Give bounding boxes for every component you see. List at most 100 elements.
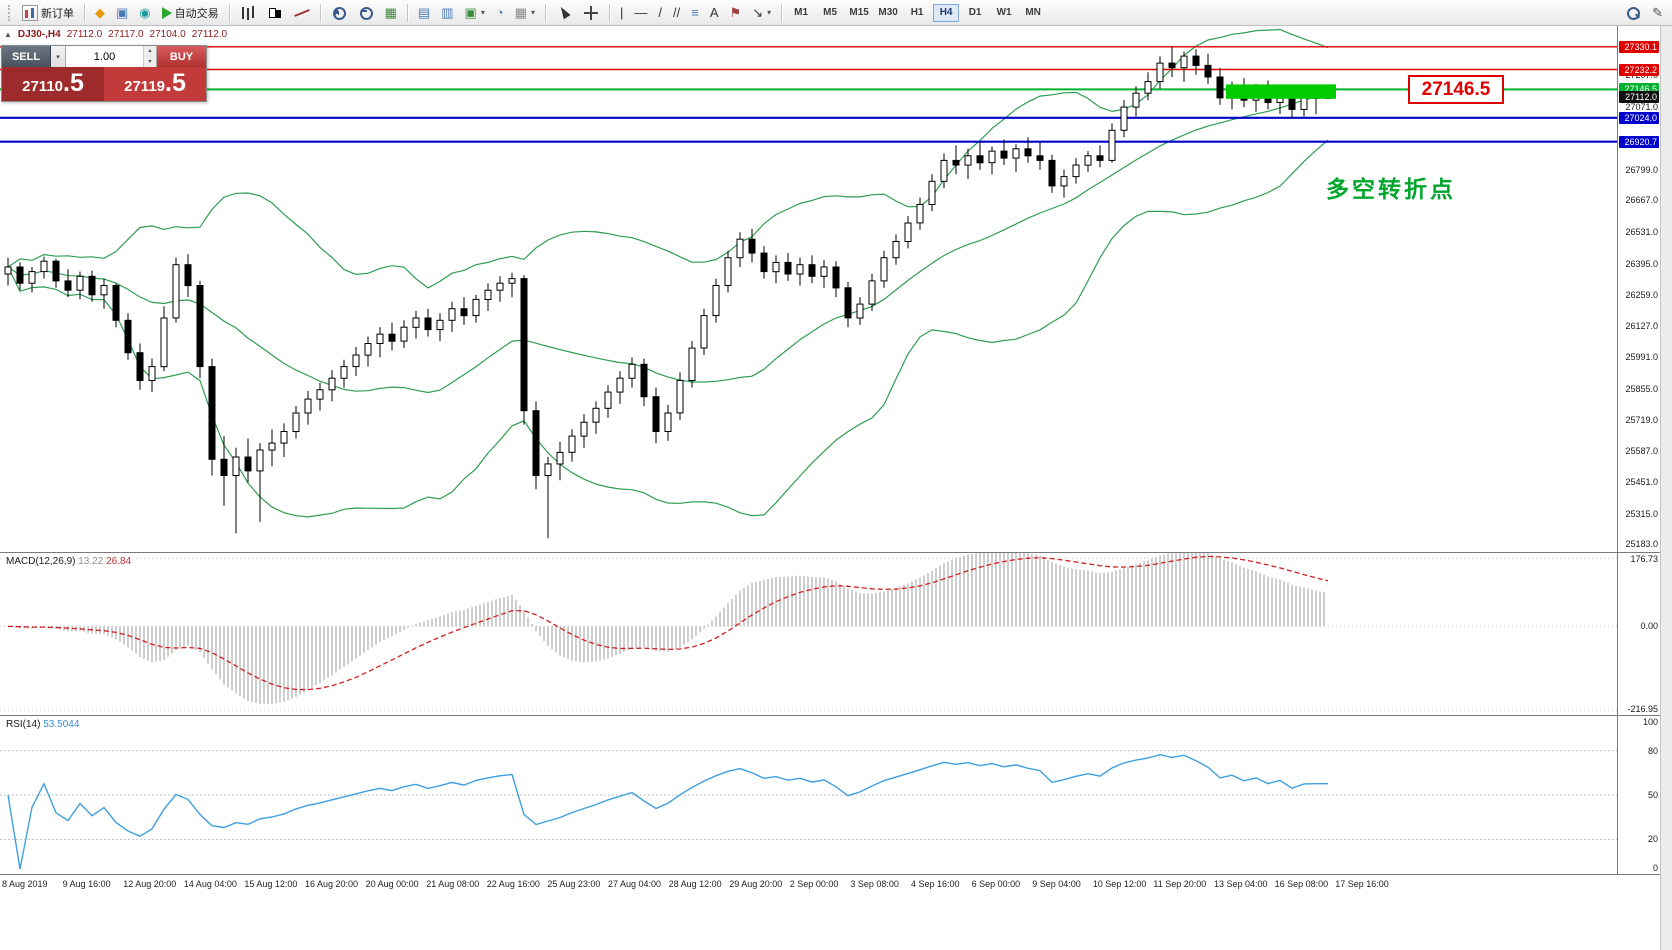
dropdown-caret-icon: ▾ — [531, 8, 536, 17]
vertical-line-icon: | — [620, 5, 624, 20]
edit-icon: ✎ — [1652, 5, 1663, 20]
timeframe-button-mn[interactable]: MN — [1025, 7, 1041, 18]
order-type-dropdown[interactable]: ▾ — [51, 46, 66, 67]
zoom-out-button[interactable] — [353, 2, 379, 24]
indicator-list-button[interactable]: ▦ ▾ — [510, 2, 540, 24]
bar-chart-icon — [240, 5, 256, 21]
timeframe-button-m1[interactable]: M1 — [794, 7, 809, 18]
price-axis-label: 26799.0 — [1625, 164, 1658, 175]
trendline-icon: / — [658, 5, 663, 20]
timeframe-button-m5[interactable]: M5 — [823, 7, 838, 18]
text-icon: A — [709, 5, 719, 20]
rsi-value: 53.5044 — [43, 719, 80, 730]
line-chart-button[interactable] — [289, 2, 315, 24]
level-price-badge: 27232.2 — [1619, 63, 1659, 76]
indicators-button[interactable]: ▦ — [380, 2, 402, 24]
time-axis[interactable]: 8 Aug 2019 9 Aug 16:00 12 Aug 20:00 14 Aug … — [0, 875, 1660, 950]
metaeditor-button[interactable]: ▣ — [111, 2, 133, 24]
macd-axis-label: 0.00 — [1640, 621, 1658, 632]
arrows-button[interactable]: ↘ ▾ — [747, 2, 776, 24]
cursor-button[interactable] — [551, 2, 577, 24]
price-callout-label: 27146.5 — [1408, 75, 1504, 104]
rsi-axis[interactable]: 100 80 50 20 0 — [1617, 716, 1660, 874]
toolbar-separator — [228, 3, 230, 22]
main-chart-canvas[interactable] — [0, 26, 1617, 552]
timeframe-button-h1[interactable]: H1 — [910, 7, 924, 18]
panel-separator[interactable] — [0, 552, 1660, 553]
channel-button[interactable]: // — [668, 2, 685, 24]
bar-chart-button[interactable] — [235, 2, 261, 24]
new-chart-button[interactable]: ▣ ▾ — [460, 2, 490, 24]
collapse-trade-panel-icon[interactable]: ▲ — [4, 30, 12, 39]
buy-button[interactable]: BUY — [157, 46, 206, 67]
metaquotes-button[interactable]: ◆ — [90, 2, 110, 24]
timeframe-button-m30[interactable]: M30 — [878, 7, 898, 18]
timeframe-button-d1[interactable]: D1 — [968, 7, 982, 18]
buy-price[interactable]: 27119.5 — [104, 67, 206, 101]
autotrading-button[interactable]: 自动交易 — [157, 2, 224, 24]
macd-axis[interactable]: 176.73 0.00 -216.95 — [1617, 553, 1660, 715]
time-axis-label: 14 Aug 04:00 — [183, 879, 237, 889]
volume-input[interactable] — [66, 46, 143, 67]
timeframe-button-m15[interactable]: M15 — [849, 7, 869, 18]
price-axis-label: 26395.0 — [1625, 258, 1658, 269]
autotrading-button-label: 自动交易 — [174, 7, 219, 20]
cursor-icon — [556, 5, 572, 21]
time-axis-label: 21 Aug 08:00 — [426, 879, 480, 889]
rsi-panel-canvas[interactable] — [0, 716, 1617, 874]
arrows-icon: ↘ — [752, 5, 764, 20]
level-price-badge: 27330.1 — [1619, 40, 1659, 53]
chart-shift-button[interactable]: ◔ — [491, 2, 509, 24]
volume-down-button[interactable]: ▾ — [144, 56, 156, 67]
rsi-name: RSI(14) — [6, 719, 41, 730]
time-axis-label: 16 Aug 20:00 — [305, 879, 359, 889]
metaeditor-icon: ▣ — [116, 5, 129, 20]
edit-button[interactable]: ✎ — [1647, 2, 1668, 24]
rsi-axis-label: 100 — [1642, 717, 1658, 727]
price-axis-label: 26667.0 — [1625, 195, 1658, 206]
toolbar-separator — [609, 3, 611, 22]
vertical-line-button[interactable]: | — [615, 2, 628, 24]
zoom-in-button[interactable] — [326, 2, 352, 24]
tile-vertical-button[interactable]: ▥ — [436, 2, 458, 24]
new-order-button[interactable]: 新订单 — [17, 2, 79, 24]
price-axis-label: 26259.0 — [1625, 290, 1658, 301]
price-axis-label: 25587.0 — [1625, 445, 1658, 456]
sell-button[interactable]: SELL — [2, 46, 51, 67]
fibonacci-button[interactable]: ≡ — [686, 2, 704, 24]
ohlc-open: 27112.0 — [66, 29, 103, 40]
horizontal-line-button[interactable]: — — [629, 2, 652, 24]
autotrading-icon — [161, 6, 172, 19]
search-button[interactable] — [1620, 2, 1646, 24]
macd-value-main: 13.22 — [78, 556, 104, 567]
volume-up-button[interactable]: ▴ — [144, 46, 156, 57]
text-button[interactable]: A — [705, 2, 724, 24]
candle-chart-button[interactable] — [262, 2, 288, 24]
crosshair-button[interactable] — [578, 2, 604, 24]
time-axis-label: 9 Aug 16:00 — [62, 879, 111, 889]
panel-separator[interactable] — [0, 715, 1660, 716]
time-axis-label: 29 Aug 20:00 — [729, 879, 783, 889]
rsi-indicator-label: RSI(14) 53.5044 — [4, 719, 82, 730]
macd-panel-canvas[interactable] — [0, 553, 1617, 715]
dropdown-caret-icon: ▾ — [767, 8, 772, 17]
rsi-axis-label: 80 — [1647, 745, 1658, 756]
price-axis-label: 26531.0 — [1625, 226, 1658, 237]
timeframe-button-h4[interactable]: H4 — [933, 3, 960, 22]
tile-horizontal-icon: ▤ — [417, 5, 431, 20]
label-icon: ⚑ — [729, 5, 742, 20]
tile-horizontal-button[interactable]: ▤ — [413, 2, 435, 24]
metaquotes-icon: ◆ — [95, 5, 105, 20]
sell-price[interactable]: 27110.5 — [2, 67, 104, 101]
terminal-button[interactable]: ◉ — [134, 2, 155, 24]
macd-axis-label: -216.95 — [1627, 704, 1658, 714]
timeframe-button-w1[interactable]: W1 — [996, 7, 1012, 18]
line-chart-icon — [294, 5, 310, 21]
buy-price-fraction: .5 — [165, 69, 186, 97]
price-axis-label: 25855.0 — [1625, 383, 1658, 394]
time-axis-label: 3 Sep 08:00 — [850, 879, 899, 889]
trendline-button[interactable]: / — [653, 2, 667, 24]
label-button[interactable]: ⚑ — [725, 2, 747, 24]
price-axis[interactable]: 27207.027071.026799.026667.026531.026395… — [1617, 26, 1660, 552]
time-axis-label: 16 Sep 08:00 — [1274, 879, 1329, 889]
